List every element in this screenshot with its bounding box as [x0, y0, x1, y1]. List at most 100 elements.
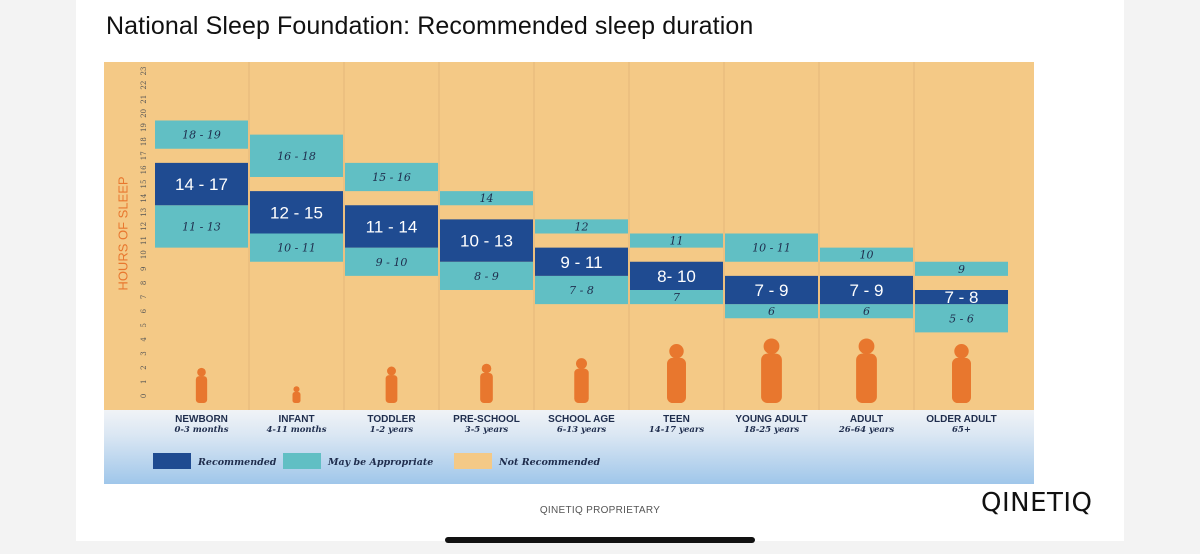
category-age-label: 3-5 years	[465, 425, 509, 435]
category-label: SCHOOL AGE	[548, 414, 615, 425]
recommended-label: 14 - 17	[175, 175, 228, 194]
person-figure-icon	[195, 376, 208, 403]
y-tick-label: 13	[140, 208, 148, 217]
recommended-bar	[535, 247, 628, 276]
category-age-label: 14-17 years	[649, 425, 704, 435]
chart-lower-background	[104, 408, 1034, 484]
low-range-label: 5 - 6	[949, 312, 974, 325]
legend-swatch	[153, 453, 191, 469]
recommended-bar	[630, 261, 723, 290]
high-range-label: 18 - 19	[182, 129, 221, 142]
recommended-bar	[345, 205, 438, 248]
person-figure-icon	[954, 344, 969, 359]
high-appropriate-bar	[440, 191, 533, 206]
recommended-label: 8- 10	[657, 267, 696, 286]
recommended-label: 11 - 14	[366, 217, 418, 236]
category-label: TODDLER	[367, 414, 416, 425]
recommended-bar	[250, 191, 343, 234]
person-figure-icon	[763, 338, 780, 355]
low-appropriate-bar	[820, 304, 913, 319]
y-tick-label: 7	[140, 295, 148, 299]
low-appropriate-bar	[915, 304, 1008, 333]
y-tick-label: 1	[140, 380, 148, 384]
y-tick-label: 6	[140, 308, 148, 313]
page-title: National Sleep Foundation: Recommended s…	[106, 12, 754, 40]
high-appropriate-bar	[630, 233, 723, 248]
y-tick-label: 14	[140, 193, 148, 202]
footer-proprietary: QINETIQ PROPRIETARY	[539, 505, 661, 516]
legend-label: May be Appropriate	[327, 457, 433, 468]
low-range-label: 6	[768, 305, 775, 318]
high-appropriate-bar	[155, 120, 248, 149]
category-age-label: 1-2 years	[370, 425, 414, 435]
high-appropriate-bar	[725, 233, 818, 262]
recommended-label: 7 - 9	[754, 281, 788, 300]
category-age-label: 0-3 months	[174, 425, 228, 435]
y-tick-label: 15	[140, 180, 148, 189]
low-range-label: 11 - 13	[182, 220, 221, 233]
category-label: TEEN	[663, 414, 690, 425]
y-tick-label: 12	[140, 222, 148, 231]
category-age-label: 4-11 months	[267, 425, 327, 435]
high-appropriate-bar	[820, 247, 913, 262]
high-range-label: 14	[480, 192, 494, 205]
high-appropriate-bar	[535, 219, 628, 234]
person-figure-icon	[858, 338, 875, 355]
sleep-chart: 0123456789101112131415161718192021222324…	[104, 62, 1034, 484]
y-tick-label: 19	[140, 123, 148, 132]
low-appropriate-bar	[630, 290, 723, 305]
category-label: ADULT	[850, 414, 883, 425]
y-tick-label: 10	[140, 250, 148, 259]
person-figure-icon	[952, 357, 971, 403]
person-figure-icon	[387, 366, 396, 376]
person-figure-icon	[197, 367, 206, 377]
y-tick-label: 22	[140, 81, 148, 90]
high-appropriate-bar	[250, 134, 343, 177]
y-tick-label: 3	[140, 351, 148, 355]
legend-label: Recommended	[197, 457, 277, 468]
recommended-label: 12 - 15	[270, 203, 323, 222]
home-indicator[interactable]	[445, 537, 755, 543]
high-range-label: 9	[958, 263, 965, 276]
qinetiq-logo: QINETIQ	[981, 488, 1093, 518]
recommended-bar	[725, 275, 818, 305]
high-appropriate-bar	[915, 261, 1008, 276]
low-appropriate-bar	[440, 261, 533, 290]
low-range-label: 7 - 8	[569, 284, 594, 297]
high-appropriate-bar	[345, 162, 438, 192]
y-tick-label: 8	[140, 281, 148, 285]
legend-swatch	[283, 453, 321, 469]
person-figure-icon	[761, 353, 782, 403]
category-age-label: 18-25 years	[744, 425, 799, 435]
recommended-label: 7 - 9	[849, 281, 883, 300]
y-tick-label: 4	[140, 337, 148, 342]
y-tick-label: 16	[140, 165, 148, 174]
recommended-label: 7 - 8	[944, 288, 978, 307]
category-age-label: 6-13 years	[557, 425, 607, 435]
category-label: YOUNG ADULT	[735, 414, 807, 425]
person-figure-icon	[292, 392, 301, 403]
low-range-label: 10 - 11	[277, 242, 316, 255]
y-tick-label: 2	[140, 365, 148, 369]
y-tick-label: 17	[140, 151, 148, 160]
recommended-label: 10 - 13	[460, 232, 513, 251]
high-range-label: 15 - 16	[372, 171, 411, 184]
y-tick-label: 0	[140, 394, 148, 398]
y-axis-label: HOURS OF SLEEP	[115, 176, 130, 290]
recommended-bar	[820, 275, 913, 305]
low-range-label: 6	[863, 305, 870, 318]
low-appropriate-bar	[725, 304, 818, 319]
y-tick-label: 20	[140, 109, 148, 118]
low-appropriate-bar	[155, 205, 248, 248]
person-figure-icon	[293, 386, 300, 393]
high-range-label: 10	[860, 249, 874, 262]
person-figure-icon	[576, 358, 587, 370]
person-figure-icon	[480, 372, 493, 403]
category-age-label: 26-64 years	[838, 425, 894, 435]
person-figure-icon	[574, 368, 589, 403]
category-label: PRE-SCHOOL	[453, 414, 520, 425]
person-figure-icon	[667, 357, 686, 403]
category-label: OLDER ADULT	[926, 414, 997, 425]
person-figure-icon	[481, 363, 492, 374]
y-tick-label: 5	[140, 323, 148, 327]
